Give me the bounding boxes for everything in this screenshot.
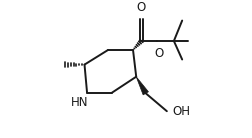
Text: HN: HN: [71, 96, 88, 109]
Text: OH: OH: [173, 105, 191, 118]
Text: O: O: [154, 47, 163, 60]
Polygon shape: [136, 77, 148, 95]
Text: O: O: [137, 1, 146, 14]
